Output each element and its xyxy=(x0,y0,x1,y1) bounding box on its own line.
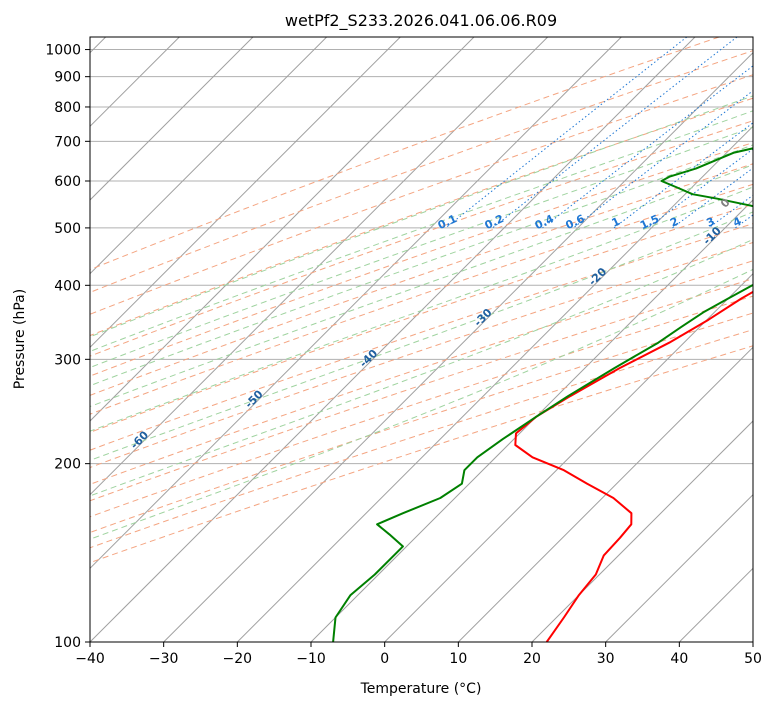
dry-adiabat-line xyxy=(90,50,753,293)
isotherm-grid xyxy=(90,37,753,642)
y-tick-label: 100 xyxy=(54,635,81,651)
dry-adiabat-line xyxy=(90,97,753,337)
isotherm-line xyxy=(90,37,549,496)
mixing-ratio-line xyxy=(613,122,753,229)
dry-adiabat-line xyxy=(90,345,753,564)
y-tick-label: 500 xyxy=(54,221,81,237)
plot-area: 0.10.20.40.611.52346810131620253036-100-… xyxy=(90,37,753,642)
x-tick-label: −10 xyxy=(296,651,326,667)
y-tick-label: 700 xyxy=(54,134,81,150)
moist-adiabat-line xyxy=(90,268,753,540)
mixing-ratio-line xyxy=(445,37,688,229)
x-tick-label: −20 xyxy=(223,651,253,667)
x-axis-title: Temperature (°C) xyxy=(360,681,482,697)
dry-adiabat-line xyxy=(90,163,753,396)
x-tick-label: 0 xyxy=(380,651,389,667)
x-axis: −40 −30 −20 −10 0 10 20 30 40 50 xyxy=(75,642,762,667)
x-tick-label: 40 xyxy=(670,651,688,667)
y-tick-label: 900 xyxy=(54,70,81,86)
y-tick-label: 400 xyxy=(54,278,81,294)
y-axis: 100 200 300 400 500 600 700 800 900 1000 xyxy=(45,43,90,651)
isotherm-line xyxy=(531,420,753,642)
isotherm-line xyxy=(310,199,753,642)
dry-adiabats xyxy=(90,37,753,564)
mixing-ratio-line xyxy=(542,65,753,229)
isotherm-line xyxy=(605,493,753,642)
dry-adiabat-line xyxy=(90,37,720,271)
dry-adiabat-line xyxy=(90,183,753,415)
x-tick-label: 30 xyxy=(597,651,615,667)
isotherm-line xyxy=(236,125,753,642)
isotherm-line xyxy=(90,37,328,275)
mixing-ratio-lines xyxy=(445,37,753,229)
y-tick-label: 800 xyxy=(54,100,81,116)
y-axis-title: Pressure (hPa) xyxy=(12,289,28,389)
isotherm-line xyxy=(163,51,753,642)
y-tick-label: 300 xyxy=(54,352,81,368)
isotherm-line xyxy=(384,272,753,642)
moist-adiabat-line xyxy=(90,126,753,369)
x-tick-label: −30 xyxy=(149,651,179,667)
isotherm-line xyxy=(90,37,696,642)
temperature-profile-line xyxy=(514,290,753,642)
mixing-ratio-line xyxy=(672,167,753,229)
isotherm-line xyxy=(90,37,475,422)
isotherm-line xyxy=(90,37,401,349)
dewpoint-profile-line xyxy=(332,147,753,642)
isobar-grid xyxy=(90,49,753,642)
dry-adiabat-line xyxy=(90,142,753,377)
moist-adiabat-line xyxy=(90,110,753,352)
y-tick-label: 600 xyxy=(54,174,81,190)
isotherm-line xyxy=(457,346,753,642)
chart-title: wetPf2_S233.2026.041.06.06.R09 xyxy=(285,11,557,31)
x-tick-label: 20 xyxy=(523,651,541,667)
x-tick-label: 10 xyxy=(449,651,467,667)
x-tick-label: 50 xyxy=(744,651,762,667)
plot-frame xyxy=(89,36,754,643)
dry-adiabat-line xyxy=(90,329,753,549)
y-tick-label: 200 xyxy=(54,457,81,473)
x-tick-label: −40 xyxy=(75,651,105,667)
isotherm-line xyxy=(90,37,622,570)
y-tick-label: 1000 xyxy=(45,43,81,59)
moist-adiabats xyxy=(90,95,753,540)
isotherm-line xyxy=(90,37,254,201)
sounding-series xyxy=(332,147,753,642)
dry-adiabat-line xyxy=(90,120,753,357)
